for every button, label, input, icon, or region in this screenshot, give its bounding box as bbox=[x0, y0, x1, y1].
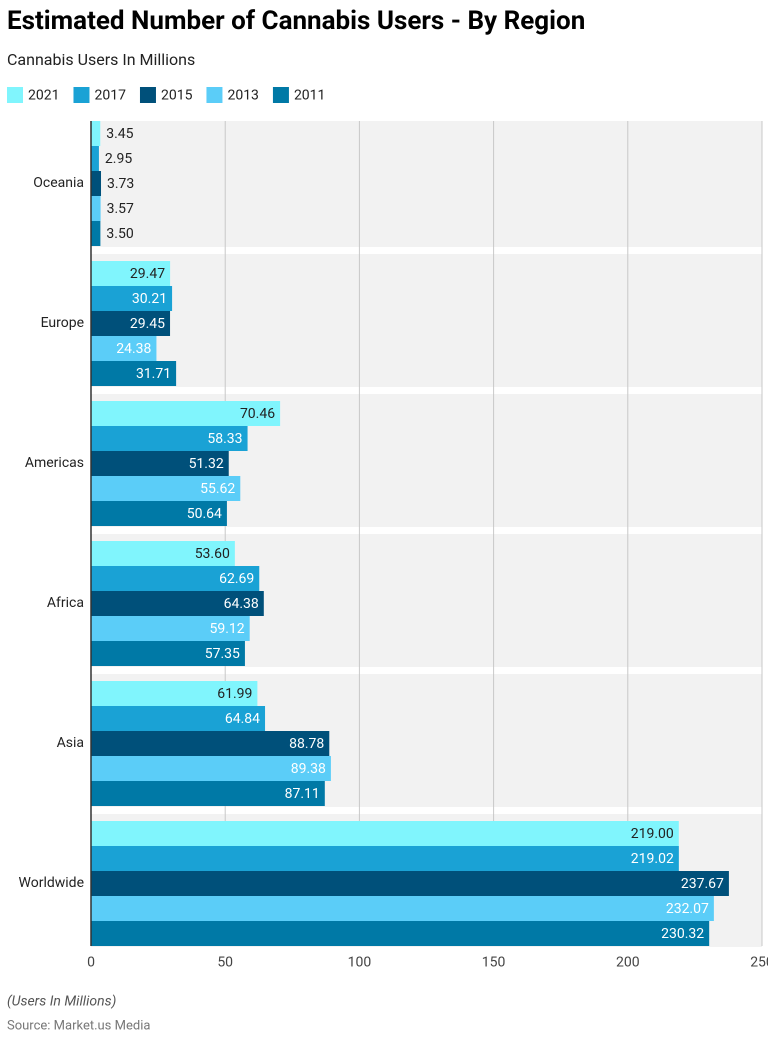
value-label: 219.02 bbox=[631, 851, 674, 867]
bar bbox=[91, 401, 281, 426]
value-label: 87.11 bbox=[285, 786, 320, 802]
legend-swatch bbox=[206, 87, 223, 103]
bar bbox=[91, 451, 229, 476]
value-label: 64.84 bbox=[225, 711, 260, 727]
bar bbox=[91, 591, 264, 616]
y-tick-label: Asia bbox=[57, 735, 84, 751]
bar bbox=[91, 146, 99, 171]
y-tick-label: Europe bbox=[41, 315, 84, 331]
value-label: 57.35 bbox=[205, 646, 240, 662]
note: (Users In Millions) bbox=[7, 994, 116, 1010]
x-tick-label: 0 bbox=[87, 955, 95, 971]
bar bbox=[91, 196, 101, 221]
y-tick-label: Africa bbox=[47, 595, 84, 611]
value-label: 30.21 bbox=[132, 291, 167, 307]
bar bbox=[91, 846, 679, 871]
bar bbox=[91, 221, 101, 246]
y-tick-label: Americas bbox=[25, 455, 84, 471]
bar bbox=[91, 706, 266, 731]
bar bbox=[91, 311, 171, 336]
bar bbox=[91, 681, 258, 706]
value-label: 61.99 bbox=[217, 686, 252, 702]
bar bbox=[91, 616, 250, 641]
value-label: 3.45 bbox=[106, 126, 133, 142]
bar bbox=[91, 566, 260, 591]
group-band bbox=[91, 254, 762, 387]
bar bbox=[91, 896, 714, 921]
group-band bbox=[91, 121, 762, 247]
bar bbox=[91, 336, 157, 361]
bar bbox=[91, 476, 241, 501]
bar bbox=[91, 121, 101, 146]
value-label: 3.50 bbox=[106, 226, 133, 242]
value-label: 59.12 bbox=[210, 621, 245, 637]
legend-swatch bbox=[7, 87, 23, 103]
bar bbox=[91, 756, 331, 781]
value-label: 31.71 bbox=[136, 366, 171, 382]
x-tick-label: 250 bbox=[750, 955, 768, 971]
legend-label: 2015 bbox=[161, 88, 193, 104]
value-label: 53.60 bbox=[195, 546, 230, 562]
value-label: 58.33 bbox=[207, 431, 242, 447]
value-label: 70.46 bbox=[240, 406, 275, 422]
bar bbox=[91, 781, 325, 806]
value-label: 237.67 bbox=[681, 876, 724, 892]
legend-swatch bbox=[139, 87, 156, 103]
bar bbox=[91, 641, 245, 666]
source: Source: Market.us Media bbox=[7, 1018, 150, 1033]
value-label: 219.00 bbox=[631, 826, 674, 842]
bar bbox=[91, 541, 235, 566]
legend-label: 2011 bbox=[294, 88, 325, 104]
legend-label: 2021 bbox=[28, 88, 59, 104]
value-label: 62.69 bbox=[219, 571, 254, 587]
value-label: 230.32 bbox=[661, 926, 704, 942]
bar bbox=[91, 426, 248, 451]
value-label: 232.07 bbox=[666, 901, 709, 917]
x-tick-label: 100 bbox=[348, 955, 372, 971]
value-label: 29.45 bbox=[130, 316, 165, 332]
bar bbox=[91, 871, 729, 896]
legend-label: 2017 bbox=[94, 88, 126, 104]
bar bbox=[91, 171, 102, 196]
value-label: 64.38 bbox=[224, 596, 259, 612]
bar bbox=[91, 921, 710, 946]
value-label: 3.73 bbox=[107, 176, 134, 192]
value-label: 88.78 bbox=[289, 736, 324, 752]
bar bbox=[91, 501, 227, 526]
legend-swatch bbox=[73, 87, 90, 103]
value-label: 24.38 bbox=[116, 341, 151, 357]
value-label: 3.57 bbox=[107, 201, 134, 217]
bar bbox=[91, 821, 679, 846]
value-label: 55.62 bbox=[200, 481, 235, 497]
value-label: 50.64 bbox=[187, 506, 222, 522]
value-label: 51.32 bbox=[189, 456, 224, 472]
y-tick-label: Oceania bbox=[33, 175, 84, 191]
y-tick-label: Worldwide bbox=[19, 875, 84, 891]
value-label: 2.95 bbox=[105, 151, 132, 167]
chart-title: Estimated Number of Cannabis Users - By … bbox=[7, 6, 585, 36]
x-tick-label: 50 bbox=[217, 955, 233, 971]
chart-subtitle: Cannabis Users In Millions bbox=[7, 50, 195, 69]
bar bbox=[91, 261, 171, 286]
legend-label: 2013 bbox=[227, 88, 258, 104]
value-label: 89.38 bbox=[291, 761, 326, 777]
bar bbox=[91, 361, 177, 386]
legend-swatch bbox=[272, 87, 289, 103]
value-label: 29.47 bbox=[130, 266, 165, 282]
bar bbox=[91, 286, 173, 311]
x-tick-label: 200 bbox=[616, 955, 640, 971]
bar bbox=[91, 731, 330, 756]
x-tick-label: 150 bbox=[482, 955, 506, 971]
